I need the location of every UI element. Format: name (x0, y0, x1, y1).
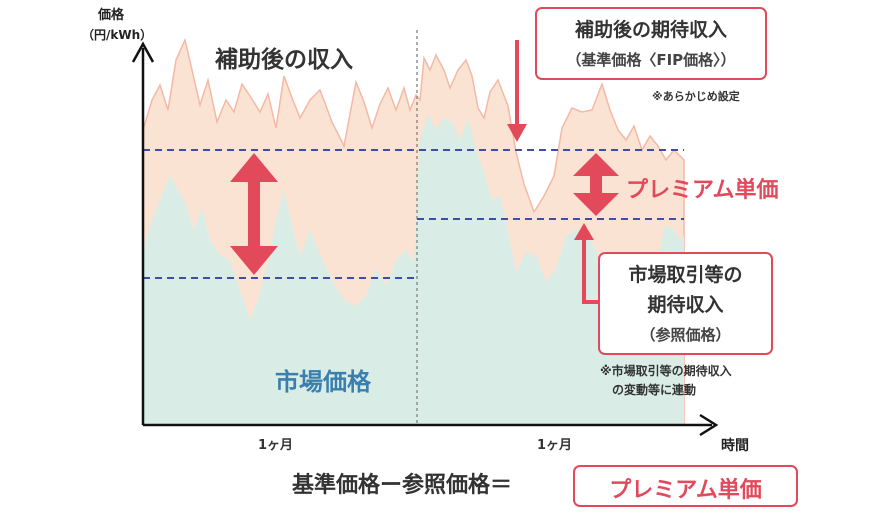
fip-callout-pointer-arrow (507, 40, 527, 142)
formula-expression: 基準価格ー参照価格＝ (292, 473, 513, 498)
market-price-area (143, 114, 684, 425)
premium-unit-price-label: プレミアム単価 (626, 178, 779, 203)
fip-callout-subtitle: （基準価格〈FIP価格〉） (566, 51, 736, 69)
reference-price-callout: 市場取引等の 期待収入 （参照価格） (598, 252, 773, 355)
x-tick-label-2: 1ヶ月 (537, 438, 573, 453)
y-axis-unit: （円/kWh） (82, 28, 153, 42)
x-tick-label-1: 1ヶ月 (258, 438, 294, 453)
x-axis-title: 時間 (721, 438, 749, 454)
y-axis-arrow (131, 41, 155, 63)
reference-callout-line2: 期待収入 (647, 294, 724, 316)
x-axis-arrow (699, 413, 719, 437)
market-price-label: 市場価格 (275, 368, 371, 396)
formula-result-box: プレミアム単価 (573, 465, 798, 507)
y-axis-title: 価格 (98, 8, 125, 23)
fip-callout-title: 補助後の期待収入 (574, 19, 727, 41)
premium-double-arrow-small (573, 153, 619, 216)
formula-result: プレミアム単価 (609, 478, 762, 503)
subsidy-income-label: 補助後の収入 (215, 47, 353, 73)
premium-double-arrow-large (230, 153, 278, 275)
reference-callout-line3: （参照価格） (640, 326, 731, 344)
linked-note-line1: ※市場取引等の期待収入 (600, 364, 732, 378)
fip-expected-income-callout: 補助後の期待収入 （基準価格〈FIP価格〉） (535, 7, 767, 80)
reference-callout-line1: 市場取引等の (628, 264, 743, 286)
linked-note-line2: の変動等に連動 (612, 383, 697, 397)
reference-callout-pointer-arrow (574, 223, 600, 304)
preset-note: ※あらかじめ設定 (652, 90, 740, 103)
